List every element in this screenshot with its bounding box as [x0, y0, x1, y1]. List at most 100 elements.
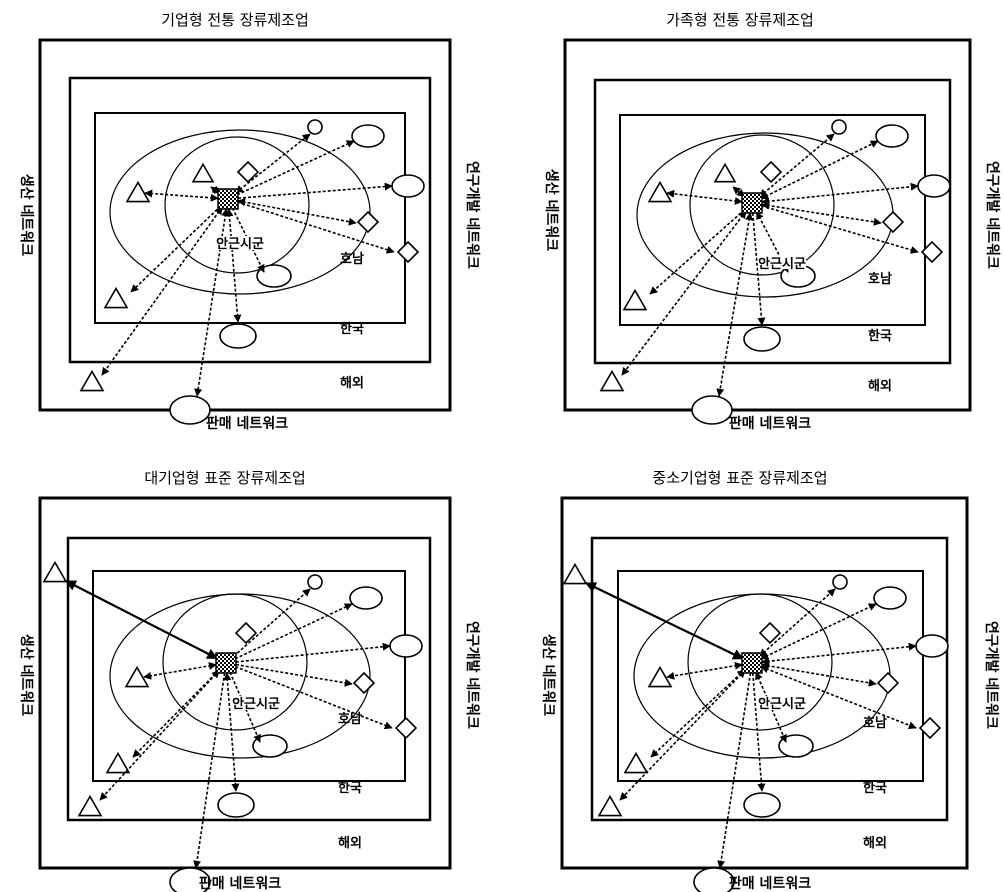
network-arrow — [758, 588, 836, 657]
network-arrow — [666, 189, 743, 205]
sales-network-label: 판매 네트워크 — [729, 876, 811, 892]
rnd-node-diamond — [356, 210, 380, 234]
node-group — [599, 119, 951, 425]
sales-node-ellipse — [351, 124, 385, 148]
network-arrow — [223, 672, 240, 792]
sales-node-ellipse — [389, 634, 423, 658]
network-arrow — [235, 133, 311, 194]
sales-node-ellipse — [217, 792, 255, 818]
production-node-triangle — [597, 794, 623, 817]
outer-region-ellipse — [636, 132, 894, 298]
network-diagram-3: 대기업형 표준 장류제조업 안근시군 호남 한국 해외 판매 네트워크 생산 네… — [18, 469, 481, 892]
zone-label-bg — [232, 696, 280, 710]
network-arrow — [716, 212, 754, 397]
production-node-triangle — [105, 751, 131, 774]
network-arrow — [752, 672, 766, 792]
network-diagram-1: 기업형 전통 장류제조업 안근시군 호남 한국 해외 판매 네트워크 생산 네트… — [18, 11, 481, 432]
network-diagram-2: 가족형 전통 장류제조업 안근시군 호남 한국 해외 판매 네트워크 생산 네트… — [543, 11, 1001, 432]
sales-node-ellipse — [832, 574, 848, 590]
rnd-network-label: 연구개발 네트워크 — [464, 621, 481, 729]
zone-label-honam: 호남 — [868, 271, 892, 287]
network-arrow — [65, 580, 219, 660]
network-arrow — [237, 182, 393, 199]
zone-label-local: 안근시군 — [232, 696, 280, 712]
rnd-node-diamond — [394, 716, 418, 740]
sales-node-ellipse — [875, 124, 909, 148]
network-arrow — [237, 201, 395, 254]
rnd-node-diamond — [758, 621, 782, 645]
network-arrow — [621, 210, 747, 376]
network-arrow — [761, 201, 882, 226]
network-arrow — [235, 665, 393, 730]
production-node-triangle — [125, 180, 151, 203]
network-arrow — [237, 198, 357, 226]
firm-hub-node — [217, 188, 239, 210]
sales-node-ellipse — [391, 174, 425, 198]
network-arrow — [760, 665, 917, 730]
firm-hub-node — [741, 192, 763, 214]
production-network-label: 생산 네트워크 — [18, 634, 35, 716]
production-node-triangle — [79, 369, 105, 392]
outer-region-ellipse — [109, 593, 371, 759]
honam-box — [617, 570, 924, 782]
zone-label-local: 안근시군 — [758, 256, 806, 272]
network-arrow — [99, 669, 220, 801]
node-group — [42, 560, 423, 892]
network-arrow — [761, 182, 919, 206]
sales-node-ellipse — [219, 323, 257, 349]
sales-node-ellipse — [256, 264, 292, 288]
rnd-network-label: 연구개발 네트워크 — [984, 161, 1001, 269]
network-arrow — [193, 672, 226, 869]
korea-box — [68, 76, 432, 364]
network-arrow — [649, 209, 746, 295]
firm-hub-node — [215, 652, 237, 674]
overseas-box — [38, 496, 452, 870]
sales-node-ellipse — [873, 586, 907, 610]
network-arrow — [144, 189, 219, 202]
network-arrow — [234, 603, 353, 660]
zone-label-overseas: 해외 — [340, 375, 364, 391]
zone-label-overseas: 해외 — [338, 835, 362, 851]
network-arrow — [585, 582, 744, 660]
zone-label-local: 안근시군 — [216, 236, 264, 252]
production-node-triangle — [647, 180, 673, 203]
production-node-triangle — [562, 562, 588, 585]
zone-label-overseas: 해외 — [863, 835, 887, 851]
panel-title: 대기업형 표준 장류제조업 — [144, 469, 305, 487]
production-node-triangle — [622, 288, 648, 311]
sales-node-ellipse — [169, 867, 211, 892]
sales-node-ellipse — [917, 174, 951, 198]
rnd-node-diamond — [881, 210, 905, 234]
zone-label-korea: 한국 — [863, 780, 887, 796]
firm-hub-node — [741, 652, 763, 674]
zone-label-bg — [216, 236, 264, 250]
zone-label-korea: 한국 — [340, 321, 364, 337]
sales-network-label: 판매 네트워크 — [199, 876, 281, 892]
rnd-node-diamond — [918, 716, 942, 740]
panel-title: 중소기업형 표준 장류제조업 — [652, 469, 827, 487]
korea-box — [66, 536, 432, 822]
network-arrow — [761, 661, 877, 687]
overseas-box — [560, 496, 969, 870]
rnd-node-diamond — [236, 160, 260, 184]
network-arrow — [143, 661, 217, 680]
network-arrow — [101, 206, 223, 376]
network-arrow — [236, 140, 355, 196]
zone-label-honam: 호남 — [338, 711, 362, 727]
sales-node-ellipse — [307, 119, 323, 135]
network-arrow — [619, 669, 746, 801]
sales-node-ellipse — [252, 734, 288, 758]
honam-box — [619, 114, 926, 326]
production-node-triangle — [599, 369, 625, 392]
korea-box — [590, 536, 949, 822]
rnd-network-label: 연구개발 네트워크 — [983, 621, 1000, 729]
zone-label-bg — [758, 696, 806, 710]
sales-node-ellipse — [743, 326, 781, 352]
sales-node-ellipse — [349, 586, 383, 610]
zone-label-honam: 호남 — [863, 715, 887, 731]
network-arrow — [235, 642, 391, 663]
rnd-node-diamond — [234, 621, 258, 645]
arrow-group — [65, 580, 393, 869]
sales-node-ellipse — [693, 867, 735, 892]
network-arrow — [232, 588, 311, 658]
